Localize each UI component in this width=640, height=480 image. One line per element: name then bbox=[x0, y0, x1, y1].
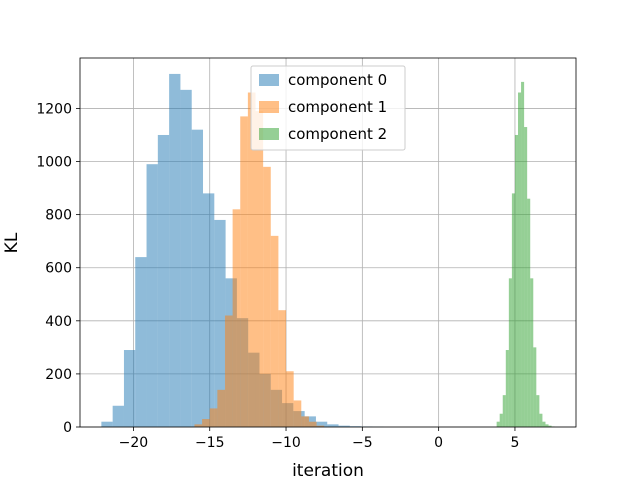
histogram-bar bbox=[508, 278, 512, 427]
histogram-bar bbox=[278, 310, 287, 427]
legend-box bbox=[250, 65, 406, 151]
histogram-bar bbox=[194, 424, 203, 427]
histogram-bar bbox=[263, 166, 271, 427]
histogram-bar bbox=[101, 421, 113, 427]
histogram-bar bbox=[316, 425, 325, 427]
histogram-bar bbox=[527, 198, 531, 427]
histogram-bar bbox=[542, 421, 546, 427]
legend-label: component 2 bbox=[288, 125, 387, 143]
histogram-bar bbox=[240, 116, 248, 427]
histogram-bar bbox=[191, 129, 204, 427]
histogram-bar bbox=[255, 111, 264, 427]
histogram-bar bbox=[548, 425, 552, 427]
histogram-bar bbox=[293, 400, 302, 427]
legend: component 0 component 1 component 2 bbox=[250, 65, 406, 151]
histogram-bar bbox=[112, 405, 124, 427]
histogram-bar bbox=[539, 413, 543, 427]
histogram-bar bbox=[202, 419, 210, 427]
histogram-bar bbox=[496, 421, 500, 427]
y-tick-label: 1000 bbox=[36, 155, 72, 171]
x-tick-label: −10 bbox=[271, 435, 301, 451]
histogram-bar bbox=[511, 193, 515, 427]
histogram-bar bbox=[521, 81, 525, 427]
x-tick-label: −15 bbox=[195, 435, 225, 451]
histogram-bars bbox=[101, 73, 555, 428]
plot-frame bbox=[79, 57, 577, 428]
histogram-bar bbox=[301, 416, 309, 427]
histogram-bar bbox=[545, 424, 549, 427]
histogram-bar bbox=[146, 164, 158, 427]
histogram-bar bbox=[209, 408, 218, 427]
series-2-bars bbox=[496, 81, 555, 428]
x-tick-label: −20 bbox=[119, 435, 149, 451]
histogram-bar bbox=[524, 127, 528, 428]
histogram-bar bbox=[505, 350, 509, 427]
y-axis-ticks: 0 200 400 600 800 1000 1200 bbox=[36, 101, 80, 436]
y-tick-label: 800 bbox=[45, 208, 72, 224]
y-tick-label: 400 bbox=[45, 314, 72, 330]
histogram-bar bbox=[533, 347, 537, 427]
histogram-bar bbox=[180, 89, 192, 428]
histogram-bar bbox=[308, 421, 317, 427]
legend-swatch bbox=[259, 74, 279, 86]
histogram-bar bbox=[315, 421, 328, 427]
histogram-bar bbox=[518, 92, 522, 427]
histogram-bar bbox=[499, 413, 503, 427]
y-tick-label: 1200 bbox=[36, 101, 72, 117]
histogram-bar bbox=[247, 92, 256, 427]
histogram-bar bbox=[286, 371, 294, 427]
histogram-bar bbox=[157, 134, 170, 428]
histogram-bar bbox=[530, 278, 534, 427]
y-tick-label: 200 bbox=[45, 367, 72, 383]
histogram-bar bbox=[214, 219, 226, 427]
x-tick-label: −5 bbox=[352, 435, 373, 451]
histogram-bar bbox=[327, 424, 339, 427]
y-axis-label: KL bbox=[2, 232, 22, 253]
legend-swatch bbox=[259, 128, 279, 140]
legend-label: component 0 bbox=[288, 71, 387, 89]
y-tick-label: 600 bbox=[45, 261, 72, 277]
x-tick-label: 0 bbox=[434, 435, 443, 451]
x-axis-label: iteration bbox=[292, 461, 364, 480]
histogram-bar bbox=[123, 350, 136, 427]
histogram-bar bbox=[224, 315, 233, 427]
histogram-bar bbox=[232, 209, 241, 427]
histogram-bar bbox=[536, 395, 540, 427]
histogram-bar bbox=[169, 73, 181, 428]
series-1-bars bbox=[194, 92, 325, 427]
y-tick-label: 0 bbox=[63, 420, 72, 436]
histogram-bar bbox=[203, 193, 215, 427]
histogram-bar bbox=[502, 395, 506, 427]
histogram-bar bbox=[217, 389, 225, 427]
legend-label: component 1 bbox=[288, 98, 387, 116]
x-tick-label: 5 bbox=[510, 435, 519, 451]
histogram-bar bbox=[270, 235, 279, 427]
histogram-bar bbox=[135, 257, 147, 427]
histogram-bar bbox=[514, 134, 519, 428]
histogram-bar bbox=[338, 425, 350, 427]
x-axis-ticks: −20 −15 −10 −5 0 5 bbox=[119, 427, 519, 451]
legend-swatch bbox=[259, 101, 279, 113]
